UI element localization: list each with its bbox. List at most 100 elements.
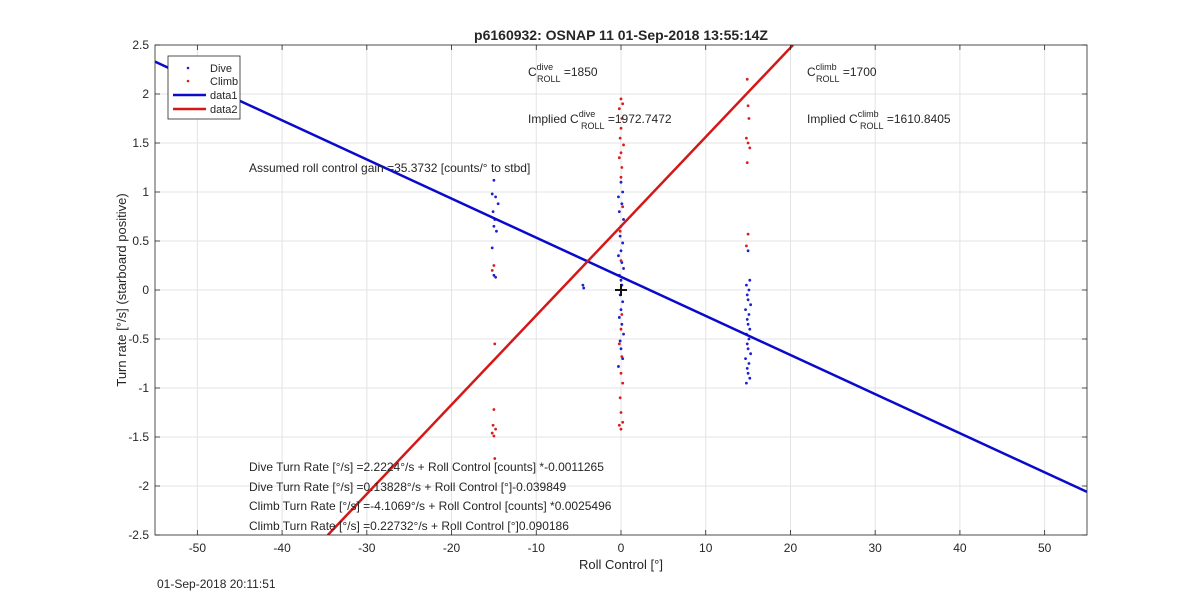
dive-point <box>619 347 623 351</box>
dive-point <box>747 313 751 316</box>
climb-point <box>619 411 623 414</box>
climb-point <box>618 396 622 400</box>
dive-point <box>582 286 586 290</box>
dive-point <box>747 288 751 292</box>
climb-point <box>491 423 495 427</box>
climb-point <box>492 434 496 438</box>
y-axis-ticks: -2.5 -2 -1.5 -1 -0.5 0 0.5 1 1.5 2 2.5 <box>128 38 1087 542</box>
dive-point <box>490 192 494 196</box>
dive-point <box>619 249 623 253</box>
legend-climb-marker <box>186 79 190 83</box>
climb-point <box>493 342 497 346</box>
dive-point <box>491 210 495 214</box>
climb-fit-degrees-equation: Climb Turn Rate [°/s] =0.22732°/s + Roll… <box>249 519 569 533</box>
dive-point <box>744 357 747 360</box>
dive-point <box>619 278 623 282</box>
climb-point <box>746 141 750 145</box>
climb-point <box>744 244 748 248</box>
implied-climb-annotation: Implied Cclimb ROLL =1610.8405 <box>807 109 951 131</box>
c-climb-annotation: Cclimb ROLL =1700 <box>807 62 877 84</box>
y-tick-label: 0.5 <box>132 234 149 248</box>
dive-point <box>746 298 750 302</box>
dive-point <box>621 300 625 304</box>
climb-point <box>619 126 623 130</box>
climb-point <box>490 269 494 272</box>
climb-fit-counts-equation: Climb Turn Rate [°/s] =-4.1069°/s + Roll… <box>249 499 612 513</box>
legend-dive-label: Dive <box>210 63 232 75</box>
climb-point <box>619 371 623 375</box>
y-tick-label: -1.5 <box>128 430 149 444</box>
climb-point <box>746 232 750 236</box>
dive-point <box>618 234 622 238</box>
climb-point <box>619 427 623 431</box>
dive-point <box>492 273 496 277</box>
x-tick-label: -20 <box>443 541 461 555</box>
dive-point <box>494 195 498 199</box>
x-tick-label: 50 <box>1038 541 1052 555</box>
dive-point <box>622 218 625 221</box>
dive-point <box>617 195 620 199</box>
legend-dive-marker <box>186 66 190 70</box>
climb-point <box>494 427 498 431</box>
implied-dive-value: =1972.7472 <box>605 112 672 126</box>
implied-dive-prefix: Implied C <box>528 112 579 126</box>
climb-point <box>617 342 621 346</box>
climb-point <box>618 136 622 140</box>
dive-point <box>617 316 621 319</box>
roll-gain-annotation: Assumed roll control gain =35.3732 [coun… <box>249 161 530 175</box>
dive-fit-counts-equation: Dive Turn Rate [°/s] =2.2224°/s + Roll C… <box>249 460 604 474</box>
dive-point <box>745 367 749 370</box>
dive-point <box>745 342 749 346</box>
dive-point <box>617 254 620 258</box>
climb-point <box>622 143 625 147</box>
dive-point <box>744 308 747 311</box>
dive-point <box>621 190 625 194</box>
implied-dive-annotation: Implied Cdive ROLL =1972.7472 <box>528 109 672 131</box>
data2-fit-line <box>326 45 794 535</box>
climb-point <box>621 102 625 106</box>
chart-title: p6160932: OSNAP 11 01-Sep-2018 13:55:14Z <box>474 27 768 43</box>
climb-point <box>621 205 625 209</box>
y-tick-label: 1.5 <box>132 136 149 150</box>
annotations: Cdive ROLL =1850 Cclimb ROLL =1700 Implied… <box>249 62 951 533</box>
dive-point <box>748 327 752 331</box>
legend-data1-label: data1 <box>210 90 238 102</box>
climb-point <box>619 97 623 101</box>
climb-point <box>620 166 624 169</box>
y-tick-label: 2 <box>142 87 149 101</box>
climb-point <box>490 431 494 435</box>
y-axis-label: Turn rate [°/s] (starboard positive) <box>114 193 129 386</box>
x-axis-ticks: -50 -40 -30 -20 -10 0 10 20 30 40 50 <box>189 45 1052 555</box>
c-climb-value: =1700 <box>840 65 877 79</box>
dive-point <box>746 322 750 326</box>
legend-climb-label: Climb <box>210 76 238 88</box>
data1-fit-line <box>155 60 1087 494</box>
climb-point <box>746 104 750 108</box>
climb-point <box>492 408 496 411</box>
dive-point <box>749 303 753 307</box>
dive-point <box>619 308 623 311</box>
y-tick-label: -2.5 <box>128 528 149 542</box>
climb-point <box>619 175 623 179</box>
x-tick-label: -30 <box>358 541 376 555</box>
data-layer <box>155 45 1087 535</box>
climb-point <box>748 146 752 150</box>
climb-point <box>492 264 496 267</box>
climb-point <box>619 259 623 262</box>
x-axis-label: Roll Control [°] <box>579 557 663 572</box>
y-tick-label: -1 <box>138 381 149 395</box>
y-tick-label: 0 <box>142 283 149 297</box>
climb-point <box>617 107 621 111</box>
c-dive-symbol: C <box>528 65 537 79</box>
dive-point <box>581 283 585 287</box>
climb-point <box>621 420 625 424</box>
c-dive-subscript: ROLL <box>537 74 561 84</box>
x-tick-label: -40 <box>273 541 291 555</box>
x-tick-label: 20 <box>784 541 798 555</box>
center-cross-marker <box>615 284 627 296</box>
climb-point <box>745 77 749 81</box>
implied-climb-superscript: climb <box>858 109 879 119</box>
x-tick-label: 10 <box>699 541 713 555</box>
dive-point <box>496 202 500 206</box>
